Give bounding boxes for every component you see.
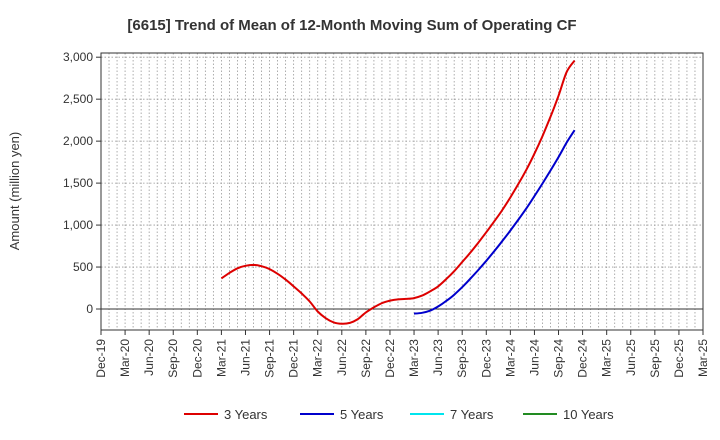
- x-tick-label: Sep-22: [359, 339, 373, 378]
- x-tick-label: Mar-22: [311, 339, 325, 377]
- x-tick-label: Jun-21: [238, 339, 252, 376]
- x-tick-label: Sep-24: [552, 339, 566, 378]
- x-tick-label: Jun-23: [431, 339, 445, 376]
- x-tick-label: Mar-20: [118, 339, 132, 377]
- x-tick-label: Dec-25: [672, 339, 686, 378]
- x-tick-label: Dec-23: [479, 339, 493, 378]
- x-tick-label: Mar-25: [696, 339, 710, 377]
- y-tick-label: 1,500: [63, 176, 93, 190]
- x-tick-label: Sep-23: [455, 339, 469, 378]
- x-tick-label: Dec-19: [94, 339, 108, 378]
- chart-title: [6615] Trend of Mean of 12-Month Moving …: [127, 17, 576, 34]
- x-tick-label: Mar-23: [407, 339, 421, 377]
- legend-label-7-years: 7 Years: [450, 407, 494, 422]
- y-tick-label: 0: [86, 302, 93, 316]
- x-tick-label: Jun-24: [527, 339, 541, 376]
- x-tick-label: Dec-24: [576, 339, 590, 378]
- y-tick-label: 2,000: [63, 134, 93, 148]
- legend-label-10-years: 10 Years: [563, 407, 614, 422]
- x-tick-label: Jun-20: [142, 339, 156, 376]
- legend-label-5-years: 5 Years: [340, 407, 384, 422]
- plot-area: [100, 52, 704, 331]
- grid-lines: [101, 53, 703, 330]
- y-tick-label: 2,500: [63, 92, 93, 106]
- legend-label-3-years: 3 Years: [224, 407, 268, 422]
- x-tick-label: Dec-22: [383, 339, 397, 378]
- x-tick-label: Dec-20: [190, 339, 204, 378]
- x-tick-label: Mar-21: [214, 339, 228, 377]
- x-tick-label: Mar-25: [600, 339, 614, 377]
- y-tick-label: 1,000: [63, 218, 93, 232]
- x-tick-label: Sep-20: [166, 339, 180, 378]
- x-tick-label: Mar-24: [503, 339, 517, 377]
- y-axis: 0 500 1,000 1,500 2,000 2,500 3,000: [63, 50, 101, 316]
- y-tick-label: 3,000: [63, 50, 93, 64]
- x-tick-label: Jun-25: [624, 339, 638, 376]
- x-tick-label: Jun-22: [335, 339, 349, 376]
- y-tick-label: 500: [73, 260, 93, 274]
- x-axis: Dec-19 Mar-20 Jun-20 Sep-20 Dec-20 Mar-21 Jun-…: [94, 330, 710, 378]
- legend: 3 Years 5 Years 7 Years 10 Years: [184, 407, 614, 422]
- x-tick-label: Sep-25: [648, 339, 662, 378]
- series-line-3-years: [220, 59, 576, 325]
- x-tick-label: Dec-21: [287, 339, 301, 378]
- series-line-5-years: [413, 129, 576, 315]
- y-axis-label: Amount (million yen): [7, 132, 22, 251]
- x-tick-label: Sep-21: [263, 339, 277, 378]
- series-lines: [220, 59, 576, 325]
